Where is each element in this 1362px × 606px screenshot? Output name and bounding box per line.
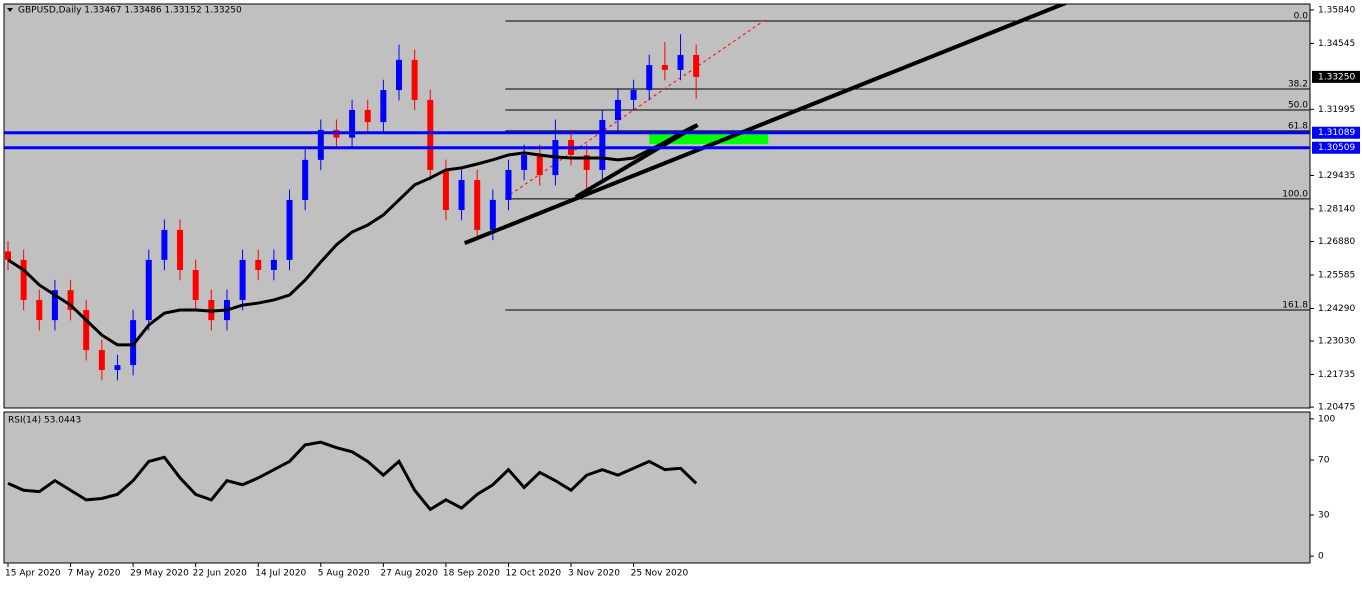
candle-body (536, 154, 543, 176)
trendline (463, 4, 1069, 245)
x-tick-label: 18 Sep 2020 (443, 569, 500, 579)
rsi-line (7, 440, 698, 512)
candle-body (442, 169, 449, 211)
price-panel (3, 3, 1311, 409)
fib-label: 50.0 (1288, 100, 1308, 110)
candle-body (98, 350, 105, 371)
y-tick-label: 70 (1318, 456, 1330, 466)
candle-body (20, 259, 27, 300)
candle-body (302, 159, 309, 200)
candle-body (474, 180, 481, 230)
moving-average (7, 123, 697, 347)
x-tick-label: 5 Aug 2020 (318, 569, 370, 579)
candle-body (5, 251, 11, 260)
candle-body (145, 259, 152, 321)
candle-body (661, 65, 668, 70)
candle-body (505, 169, 512, 200)
y-tick-label: 1.25585 (1318, 271, 1355, 281)
x-tick-label: 3 Nov 2020 (568, 569, 620, 579)
candle-body (677, 54, 684, 70)
y-tick-label: 1.34545 (1318, 39, 1355, 49)
candle-body (396, 59, 402, 91)
y-tick-label: 1.31995 (1318, 105, 1355, 115)
candle-body (177, 229, 184, 270)
y-tick-label: 1.20475 (1318, 403, 1355, 413)
candle-body (239, 259, 246, 300)
rsi-title: RSI(14) 53.0443 (8, 416, 81, 426)
y-tick-label: 100 (1318, 414, 1335, 424)
fib-label: 0.0 (1294, 12, 1309, 22)
candle-body (364, 109, 371, 123)
fib-label: 100.0 (1282, 189, 1308, 199)
current-price-tag (1312, 70, 1360, 83)
candle-body (83, 310, 90, 351)
y-tick-label: 30 (1318, 510, 1330, 520)
menu-arrow (7, 8, 13, 12)
candle-body (67, 290, 74, 311)
x-tick-label: 27 Aug 2020 (380, 569, 438, 579)
candle-body (583, 154, 590, 170)
y-tick-label: 1.23030 (1318, 337, 1355, 347)
candle-body (411, 59, 418, 100)
fib-label: 38.2 (1288, 80, 1308, 90)
candle-body (36, 299, 43, 321)
x-tick-label: 12 Oct 2020 (505, 569, 561, 579)
candle-body (693, 54, 700, 77)
y-tick-label: 1.35840 (1318, 5, 1355, 15)
y-tick-label: 1.24290 (1318, 304, 1355, 314)
y-tick-label: 1.26880 (1318, 237, 1355, 247)
candle-body (192, 269, 199, 300)
candle-body (630, 90, 637, 100)
chart-title: GBPUSD,Daily 1.33467 1.33486 1.33152 1.3… (18, 6, 242, 16)
price-tag (1312, 141, 1360, 154)
candle-body (458, 180, 465, 211)
x-tick-label: 29 May 2020 (130, 569, 189, 579)
trendline (574, 123, 699, 199)
y-tick-label: 0 (1318, 552, 1324, 562)
current-price-label: 1.33250 (1318, 72, 1355, 82)
x-tick-label: 14 Jul 2020 (255, 569, 306, 579)
zone (649, 132, 769, 145)
candle-body (521, 154, 528, 170)
x-tick-label: 7 May 2020 (68, 569, 121, 579)
candle-body (114, 365, 121, 371)
x-tick-label: 25 Nov 2020 (631, 569, 689, 579)
candle-body (489, 199, 496, 230)
price-tag-label: 1.30509 (1318, 143, 1355, 153)
candle-body (286, 199, 293, 260)
candle-body (646, 65, 653, 91)
price-tag (1312, 126, 1360, 139)
candle-body (270, 259, 277, 270)
x-tick-label: 15 Apr 2020 (5, 569, 61, 579)
price-tag-label: 1.31089 (1318, 128, 1355, 138)
fib-label: 161.8 (1282, 301, 1308, 311)
y-tick-label: 1.28140 (1318, 204, 1355, 214)
candle-body (317, 129, 324, 160)
candle-body (380, 90, 387, 123)
y-tick-label: 1.29435 (1318, 171, 1355, 181)
dashed-line (505, 19, 766, 199)
candle-body (427, 99, 434, 170)
candle-body (255, 259, 262, 270)
candle-body (614, 99, 621, 121)
candle-body (349, 109, 356, 138)
candle-body (161, 229, 168, 260)
y-tick-label: 1.21735 (1318, 370, 1355, 380)
candle-body (599, 120, 606, 170)
fib-label: 61.8 (1288, 121, 1308, 131)
rsi-panel (3, 411, 1311, 564)
x-tick-label: 22 Jun 2020 (193, 569, 247, 579)
candle-body (51, 290, 58, 321)
